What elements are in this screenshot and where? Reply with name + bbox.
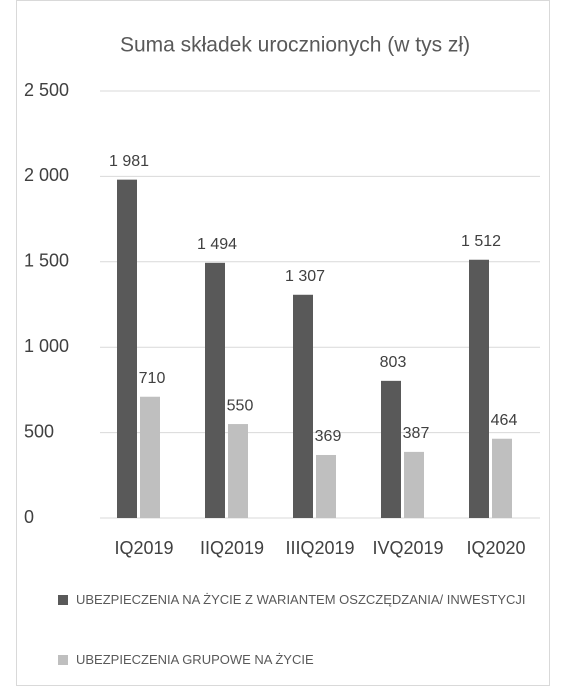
x-tick-label: IQ2020 [466, 538, 525, 558]
legend-label: UBEZPIECZENIA GRUPOWE NA ŻYCIE [76, 652, 314, 667]
bar [404, 451, 424, 518]
data-label: 1 512 [461, 233, 501, 250]
y-tick-label: 2 500 [24, 80, 69, 100]
data-label: 1 307 [285, 268, 325, 285]
data-label: 710 [139, 370, 166, 387]
y-tick-label: 500 [24, 421, 54, 441]
legend-swatch [58, 655, 68, 665]
bar [293, 294, 313, 518]
bar [381, 380, 401, 518]
legend-item: UBEZPIECZENIA NA ŻYCIE Z WARIANTEM OSZCZ… [58, 590, 538, 610]
data-label: 1 981 [109, 153, 149, 170]
x-tick-label: IIQ2019 [200, 538, 264, 558]
data-label: 803 [380, 354, 407, 371]
data-label: 387 [403, 425, 430, 442]
y-tick-label: 2 000 [24, 165, 69, 185]
bar [228, 424, 248, 518]
data-label: 369 [315, 428, 342, 445]
chart-title: Suma składek urocznionych (w tys zł) [120, 34, 470, 57]
legend-item: UBEZPIECZENIA GRUPOWE NA ŻYCIE [58, 650, 538, 670]
y-tick-label: 0 [24, 507, 34, 527]
data-label: 550 [227, 397, 254, 414]
bar [205, 262, 225, 518]
y-tick-label: 1 000 [24, 336, 69, 356]
bar [492, 438, 512, 518]
bar [469, 259, 489, 518]
bar [316, 454, 336, 518]
legend-label: UBEZPIECZENIA NA ŻYCIE Z WARIANTEM OSZCZ… [76, 592, 526, 607]
x-tick-label: IQ2019 [114, 538, 173, 558]
x-tick-label: IIIQ2019 [285, 538, 354, 558]
bar [140, 396, 160, 518]
legend-swatch [58, 595, 68, 605]
x-tick-label: IVQ2019 [372, 538, 443, 558]
y-tick-label: 1 500 [24, 251, 69, 271]
data-label: 1 494 [197, 236, 237, 253]
data-label: 464 [491, 412, 518, 429]
bar [117, 179, 137, 518]
